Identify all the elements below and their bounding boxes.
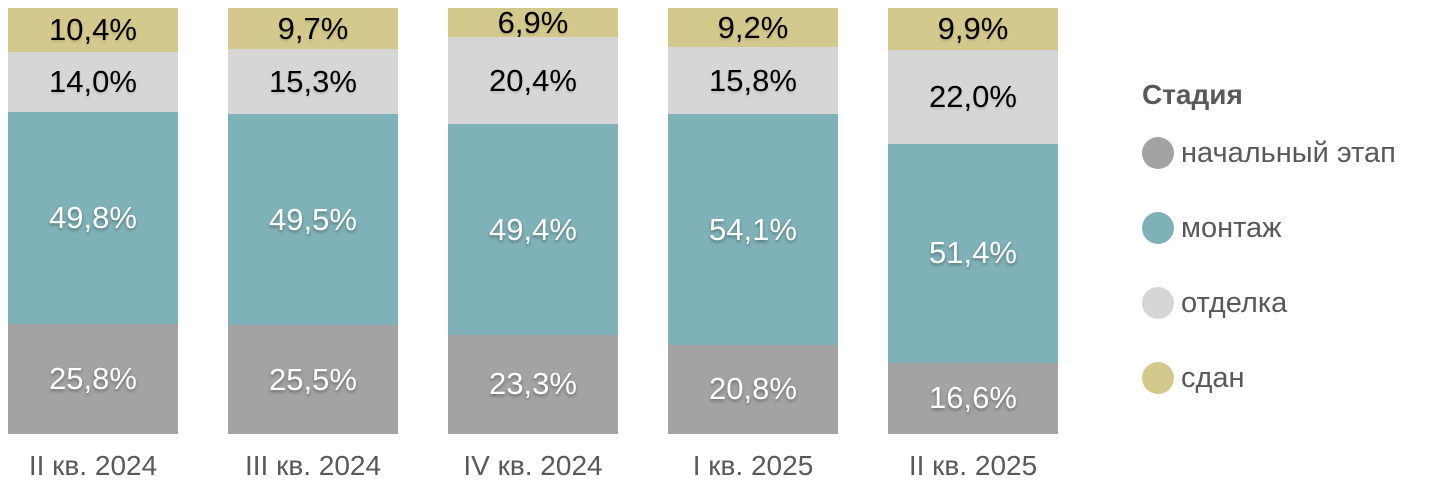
data-label: 9,9% [937,11,1009,47]
data-label: 15,3% [269,63,357,99]
segment-montazh: 51,4% [888,143,1058,363]
segment-montazh: 49,4% [448,124,618,335]
bar-column: 6,9% 20,4% 49,4% 23,3% IV кв. 2024 [448,5,618,482]
stacked-bar: 10,4% 14,0% 49,8% 25,8% [8,8,178,434]
data-label: 49,8% [49,199,137,235]
legend-item-label: сдан [1181,361,1245,394]
legend-item-nachalny-etap: начальный этап [1142,136,1396,170]
stacked-bar: 9,7% 15,3% 49,5% 25,5% [228,8,398,434]
data-label: 25,5% [269,361,357,397]
legend-swatch-icon [1142,362,1174,394]
data-label: 20,4% [489,62,577,98]
segment-nachalny-etap: 23,3% [448,334,618,434]
bar-column: 10,4% 14,0% 49,8% 25,8% II кв. 2024 [8,8,178,482]
bar-column: 9,2% 15,8% 54,1% 20,8% I кв. 2025 [668,8,838,482]
segment-otdelka: 22,0% [888,50,1058,144]
legend-item-otdelka: отделка [1142,286,1396,320]
legend-item-label: начальный этап [1181,136,1396,169]
x-axis-label: II кв. 2024 [28,450,158,481]
segment-otdelka: 15,3% [228,49,398,115]
data-label: 9,7% [277,10,349,46]
x-axis-label: II кв. 2025 [908,450,1038,481]
data-label: 54,1% [709,211,797,247]
data-label: 16,6% [929,380,1017,416]
data-label: 15,8% [709,62,797,98]
data-label: 14,0% [49,64,137,100]
legend-title: Стадия [1142,79,1243,110]
segment-otdelka: 14,0% [8,52,178,112]
legend: Стадия начальный этап монтаж отделка сда… [1142,80,1396,436]
stacked-bar: 9,9% 22,0% 51,4% 16,6% [888,8,1058,434]
legend-swatch-icon [1142,287,1174,319]
data-label: 10,4% [49,12,137,48]
segment-sdan: 9,7% [228,8,398,50]
data-label: 23,3% [489,366,577,402]
x-axis-label: I кв. 2025 [692,450,814,481]
stacked-bar: 6,9% 20,4% 49,4% 23,3% [448,5,618,434]
data-label: 51,4% [929,235,1017,271]
data-label: 22,0% [929,79,1017,115]
segment-nachalny-etap: 25,5% [228,325,398,434]
segment-montazh: 54,1% [668,114,838,345]
x-axis-label: IV кв. 2024 [463,450,603,481]
x-axis-label: III кв. 2024 [244,450,382,481]
legend-swatch-icon [1142,137,1174,169]
segment-otdelka: 20,4% [448,37,618,125]
data-label: 25,8% [49,361,137,397]
legend-items: начальный этап монтаж отделка сдан [1142,136,1396,395]
plot-area: 10,4% 14,0% 49,8% 25,8% II кв. 2024 9,7%… [8,5,1058,482]
segment-sdan: 10,4% [8,8,178,53]
data-label: 49,4% [489,211,577,247]
legend-item-sdan: сдан [1142,361,1396,395]
segment-sdan: 9,9% [888,8,1058,51]
stacked-bar: 9,2% 15,8% 54,1% 20,8% [668,8,838,434]
data-label: 6,9% [497,4,569,40]
bar-column: 9,7% 15,3% 49,5% 25,5% III кв. 2024 [228,8,398,482]
data-label: 9,2% [717,9,789,45]
bar-column: 9,9% 22,0% 51,4% 16,6% II кв. 2025 [888,8,1058,482]
segment-nachalny-etap: 16,6% [888,362,1058,434]
segment-sdan: 9,2% [668,8,838,48]
segment-sdan: 6,9% [448,5,618,40]
segment-otdelka: 15,8% [668,47,838,115]
segment-montazh: 49,5% [228,114,398,326]
legend-item-label: монтаж [1181,211,1282,244]
legend-swatch-icon [1142,212,1174,244]
segment-nachalny-etap: 20,8% [668,344,838,434]
data-label: 49,5% [269,201,357,237]
legend-item-montazh: монтаж [1142,211,1396,245]
segment-montazh: 49,8% [8,111,178,325]
segment-nachalny-etap: 25,8% [8,324,178,434]
data-label: 20,8% [709,371,797,407]
legend-item-label: отделка [1181,286,1288,319]
